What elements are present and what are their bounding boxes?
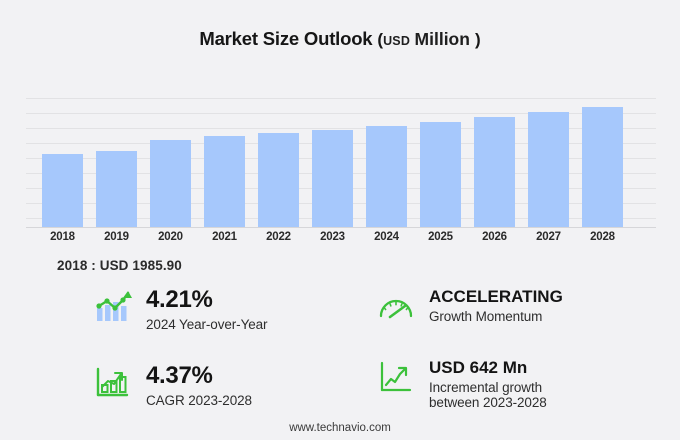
x-label-2019: 2019 [104,231,129,243]
stat-growth-momentum: ACCELERATING Growth Momentum [375,287,563,325]
stat-value: 4.21% [146,286,213,313]
stats-grid: 4.21% 2024 Year-over-Year ACCELERATING G… [0,285,680,415]
bar-2027[interactable] [528,112,569,227]
title-paren-open: ( [377,30,384,49]
bar-chart-arrow-icon [92,363,134,401]
x-label-2027: 2027 [536,231,561,243]
stat-text: 4.21% 2024 Year-over-Year [146,286,268,332]
bar-2024[interactable] [366,126,407,227]
stat-value: ACCELERATING [429,287,563,306]
x-label-2018: 2018 [50,231,75,243]
stat-label: Incremental growth between 2023-2028 [429,380,547,410]
stat-year-over-year: 4.21% 2024 Year-over-Year [92,286,268,332]
title-unit: Million [414,29,470,49]
chart-bars [26,92,656,228]
x-label-2025: 2025 [428,231,453,243]
bar-2028[interactable] [582,107,623,227]
chart-x-axis-labels: 2018 2019 2020 2021 2022 2023 2024 2025 … [26,231,656,247]
market-size-bar-chart [26,92,656,228]
stat-value: USD 642 Mn [429,358,528,377]
bar-2023[interactable] [312,130,353,227]
x-label-2024: 2024 [374,231,399,243]
bar-2018[interactable] [42,154,83,227]
x-label-2023: 2023 [320,231,345,243]
stat-text: 4.37% CAGR 2023-2028 [146,362,252,408]
stat-label-line-2: between 2023-2028 [429,395,547,411]
x-label-2021: 2021 [212,231,237,243]
page-title: Market Size Outlook (USD Million) [0,28,680,49]
stat-label-line-1: Incremental growth [429,380,543,396]
speedometer-icon [375,287,417,325]
stat-text: ACCELERATING Growth Momentum [429,287,563,324]
bar-2022[interactable] [258,133,299,227]
bar-line-growth-icon [92,287,134,325]
page-title-main: Market Size Outlook [199,28,373,49]
bar-2025[interactable] [420,122,461,227]
title-unit-prefix: USD [383,34,411,48]
stat-value: 4.37% [146,362,213,389]
bar-2026[interactable] [474,117,515,227]
stat-incremental-growth: USD 642 Mn Incremental growth between 20… [375,358,547,410]
stat-label: CAGR 2023-2028 [146,392,252,408]
x-label-2026: 2026 [482,231,507,243]
bar-2020[interactable] [150,140,191,227]
stat-label: 2024 Year-over-Year [146,316,268,332]
stat-text: USD 642 Mn Incremental growth between 20… [429,358,547,410]
stat-cagr: 4.37% CAGR 2023-2028 [92,362,252,408]
x-label-2028: 2028 [590,231,615,243]
base-year-value: 2018 : USD 1985.90 [57,258,182,273]
footer-url: www.technavio.com [289,422,391,434]
x-label-2022: 2022 [266,231,291,243]
bar-2019[interactable] [96,151,137,227]
stat-label: Growth Momentum [429,309,543,325]
bar-2021[interactable] [204,136,245,227]
title-paren-close: ) [474,30,481,49]
line-chart-arrow-icon [375,358,417,396]
x-label-2020: 2020 [158,231,183,243]
chart-baseline [26,227,656,228]
